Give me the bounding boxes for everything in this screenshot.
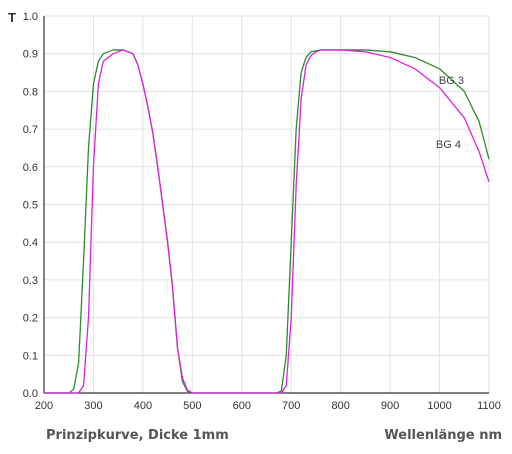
- y-tick-label: 1.0: [23, 11, 38, 23]
- y-tick-label: 0.4: [23, 237, 38, 249]
- x-tick-label: 300: [84, 400, 102, 412]
- x-tick-label: 200: [35, 400, 53, 412]
- grid: [43, 15, 490, 394]
- y-tick-label: 0.7: [23, 124, 38, 136]
- y-tick-label: 0.1: [23, 350, 38, 362]
- series-group: [44, 49, 490, 394]
- x-tick-label: 800: [331, 400, 349, 412]
- x-tick-label: 900: [381, 400, 399, 412]
- x-tick-label: 1100: [477, 400, 501, 412]
- x-tick-label: 700: [282, 400, 300, 412]
- labels: 200 300 400 500 600 700 800 900 1000 1100 0.0 0.1 0.…: [8, 10, 501, 412]
- x-axis-title: Wellenlänge nm: [384, 428, 502, 443]
- x-tick-label: 1000: [427, 400, 451, 412]
- y-axis-title: T: [8, 10, 16, 25]
- chart-caption: Prinzipkurve, Dicke 1mm: [46, 428, 229, 443]
- y-tick-label: 0.9: [23, 49, 38, 61]
- x-tick-label: 500: [183, 400, 201, 412]
- series-line-bg-3: [44, 49, 490, 394]
- y-tick-label: 0.2: [23, 313, 38, 325]
- series-label: BG 4: [436, 139, 461, 151]
- series-label: BG 3: [439, 75, 464, 87]
- y-tick-label: 0.6: [23, 162, 38, 174]
- x-tick-label: 400: [134, 400, 152, 412]
- x-tick-label: 600: [233, 400, 251, 412]
- y-tick-label: 0.3: [23, 275, 38, 287]
- y-tick-label: 0.0: [23, 388, 38, 400]
- y-tick-label: 0.5: [23, 200, 38, 212]
- y-tick-label: 0.8: [23, 86, 38, 98]
- series-line-bg-4: [44, 49, 490, 394]
